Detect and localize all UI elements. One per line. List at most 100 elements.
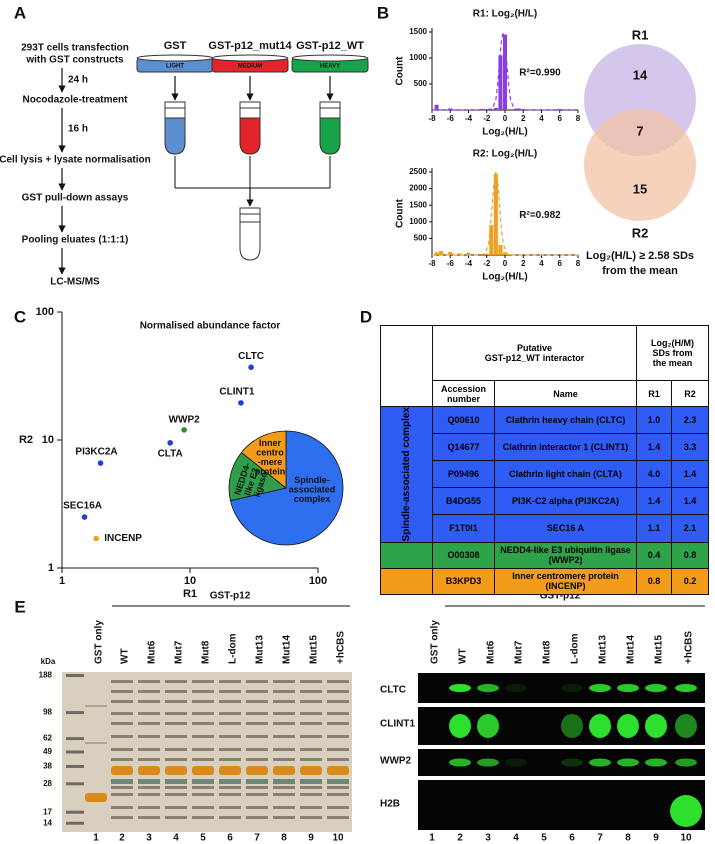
gel-band — [138, 806, 160, 809]
gel-band — [246, 722, 268, 725]
fit-curve — [432, 171, 578, 256]
table-cell: SEC16 A — [494, 514, 637, 543]
workflow-step: Cell lysis + lysate normalisation — [0, 155, 151, 166]
gel-band — [165, 786, 187, 789]
gel-band — [192, 816, 214, 819]
gel-band — [192, 806, 214, 809]
y-tick-label: 1 — [48, 562, 54, 574]
gel-band — [165, 722, 187, 725]
x-tick-label: -2 — [483, 114, 491, 123]
gel-band — [327, 690, 349, 693]
workflow-step: Nocodazole-treatment — [22, 95, 128, 106]
gel-band — [327, 748, 349, 751]
header-row: Putative GST-p12_WT interactor Log₂(H/M) SD… — [380, 325, 710, 407]
blot-row-label: CLINT1 — [380, 719, 415, 730]
gel-band — [273, 680, 295, 683]
gel-band — [327, 722, 349, 725]
gel-band — [300, 786, 322, 789]
medium-label: MEDIUM — [238, 64, 262, 70]
gel-band — [138, 690, 160, 693]
gel-band — [273, 786, 295, 789]
table-cell: Q00610 — [432, 405, 495, 435]
interactor-table: Putative GST-p12_WT interactor Log₂(H/M) SD… — [380, 325, 710, 595]
table-cell: 2.3 — [670, 405, 710, 435]
gel-band — [300, 779, 322, 784]
header-cell: Putative GST-p12_WT interactor — [432, 325, 637, 381]
marker-band — [66, 821, 84, 825]
table-cell: 1.0 — [636, 405, 672, 435]
scatter-point — [93, 535, 99, 542]
gel-band — [246, 793, 268, 796]
venn-caption: from the mean — [602, 265, 678, 277]
gel-band — [300, 700, 322, 703]
gel-band — [138, 700, 160, 703]
x-tick-label: -2 — [483, 259, 491, 268]
gel-band — [192, 735, 214, 738]
lane-label: Mut7 — [514, 640, 525, 664]
workflow-step: 293T cells transfection — [21, 43, 129, 54]
table-row: B4DG55 PI3K-C2 alpha (PI3KC2A) 1.4 1.4 — [380, 487, 710, 516]
group-cell — [380, 541, 433, 569]
lane-label: GST only — [430, 620, 441, 664]
lane-number: 7 — [254, 833, 260, 844]
lane-number: 7 — [597, 833, 603, 844]
gel-band — [85, 742, 107, 744]
gel-band — [138, 786, 160, 789]
table-cell: F1T0I1 — [432, 514, 495, 543]
gel-band — [192, 786, 214, 789]
gel-band — [165, 690, 187, 693]
gel-band — [219, 690, 241, 693]
blot-band — [617, 714, 639, 738]
gel-band — [165, 766, 187, 775]
lane-number: 10 — [332, 833, 344, 844]
gel-band — [165, 779, 187, 784]
x-tick-label: 0 — [503, 114, 508, 123]
lane-number: 2 — [457, 833, 463, 844]
pie-slice — [240, 430, 287, 489]
gel-band — [138, 766, 160, 775]
gel-band — [273, 735, 295, 738]
lane-group-header: GST-p12 — [540, 591, 581, 602]
gel-band — [219, 816, 241, 819]
table-row: Q14677 Clathrin interactor 1 (CLINT1) 1.4 3… — [380, 433, 710, 462]
y-tick-label: 2500 — [409, 167, 427, 176]
gel-band — [246, 806, 268, 809]
y-tick-label: 1000 — [409, 217, 427, 226]
gel-band — [327, 793, 349, 796]
x-axis-label: R1 — [183, 588, 197, 600]
histogram-bar — [439, 251, 444, 255]
marker-band — [66, 674, 84, 678]
header-cell — [380, 325, 433, 407]
gel-band — [246, 758, 268, 761]
gel-band — [165, 712, 187, 715]
gel-band — [300, 722, 322, 725]
histogram-bar — [502, 252, 508, 255]
gel-band — [219, 700, 241, 703]
histogram-bar — [493, 173, 498, 255]
gel-band — [192, 700, 214, 703]
table-cell: 1.4 — [670, 460, 710, 489]
gel-unit: kDa — [41, 657, 56, 666]
gel-band — [219, 779, 241, 784]
scatter-point — [81, 514, 88, 520]
pooled-tube — [239, 207, 261, 261]
lane-number: 1 — [93, 833, 99, 844]
gel-band — [273, 712, 295, 715]
table-row: Spindle-associated complex Q00610 Clathrin… — [380, 405, 710, 543]
gel-band — [300, 748, 322, 751]
gel-band — [111, 793, 133, 796]
histogram-bar — [434, 104, 439, 110]
gel-band — [327, 712, 349, 715]
workflow-step: GST pull-down assays — [22, 193, 129, 204]
lane-label: Mut14 — [282, 635, 293, 664]
lane-number: 5 — [541, 833, 547, 844]
lane-number: 1 — [429, 833, 435, 844]
blot-image — [418, 780, 705, 830]
lane-number: 10 — [680, 833, 692, 844]
tube-content — [319, 117, 341, 155]
blot-band — [561, 714, 583, 738]
group-cell — [380, 567, 433, 595]
gel-band — [273, 816, 295, 819]
